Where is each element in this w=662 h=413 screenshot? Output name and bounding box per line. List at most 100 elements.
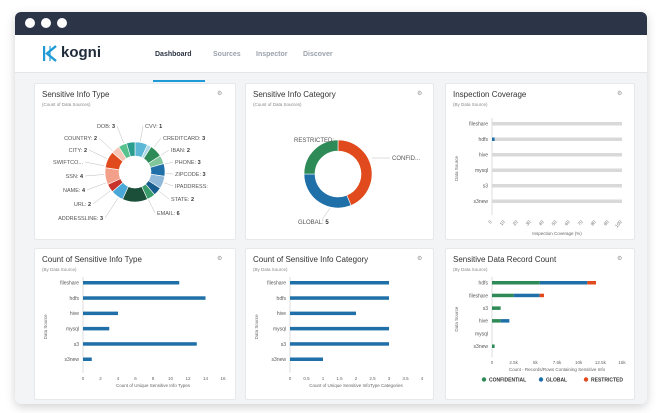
window-titlebar [15,12,647,35]
pie-leader-line [164,182,174,187]
gear-icon[interactable]: ⚙ [217,256,223,262]
bar-hive-confidential [492,319,501,323]
pie-label-global: GLOBAL: 5 [298,220,329,226]
card-subtitle: (By Data Source) [253,267,288,272]
browser-window: kogni Dashboard Sources Inspector Discov… [15,12,647,404]
tab-discover[interactable]: Discover [303,51,333,58]
x-tick-label: 5k [533,360,539,365]
bar-track [492,168,622,172]
gear-icon[interactable]: ⚙ [617,91,623,97]
legend-label-global: GLOBAL [546,377,567,383]
record-count-chart: hdfs fileshare s3 hive mysql s3new 0 2.5k 5k 7.5k… [454,277,626,383]
bar-hdfs [290,296,389,300]
y-axis-label: Data Source [454,155,459,181]
bar-track [492,184,622,188]
sensitive-info-type-chart: DOB: 3 CVV: 1 COUNTRY: 2 CREDITCARD: 3 CITY:… [53,124,208,222]
pie-label-value: 6 [177,211,180,217]
pie-label-ipaddress: IPADDRESS: [175,184,208,190]
card-title: Inspection Coverage [453,90,527,99]
y-tick-label-mysql: mysql [475,168,488,174]
card-title: Sensitive Data Record Count [453,255,557,264]
card-subtitle: (By Data Source) [453,102,488,107]
card-subtitle: (Count of Data Sources) [253,102,302,107]
bar-track [492,153,622,157]
pie-label-addressline: ADDRESSLINE: 3 [58,216,103,222]
pie-label-value: 2 [94,136,97,142]
pie-label-iban: IBAN: 2 [171,148,190,154]
legend-marker-confidential [481,377,487,382]
legend-marker-global [538,377,544,382]
legend-label-restricted: RESTRICTED [591,377,623,383]
pie-label-phone: PHONE: 3 [175,160,201,166]
y-tick-label-s3: s3 [281,342,287,348]
bar-hive-global [500,319,510,323]
y-tick-label-mysql: mysql [273,326,286,332]
y-tick-label-hive: hive [277,311,286,317]
bar-hdfs [492,137,495,141]
y-tick-label-hive: hive [479,319,488,325]
x-tick-label: 40 [538,219,545,226]
gear-icon[interactable]: ⚙ [417,256,423,262]
bar-s3 [290,342,389,346]
y-tick-label-s3new: s3new [474,199,489,205]
x-tick-label: 100 [614,219,623,228]
pie-label-swiftco: SWIFTCO... [53,160,83,166]
x-tick-label: 80 [590,219,597,226]
pie-label-value: 2 [191,197,194,203]
tab-dashboard[interactable]: Dashboard [155,51,192,58]
tab-sources[interactable]: Sources [213,51,241,58]
window-close-dot[interactable] [25,18,35,28]
bar-s3 [83,342,197,346]
pie-label-url: URL: 2 [74,202,91,208]
bar-hdfs-confidential [492,281,540,285]
x-tick-label: 60 [564,219,571,226]
y-tick-label-s3new: s3new [65,357,80,363]
bar-hive [290,311,356,316]
y-tick-label-s3: s3 [74,342,80,348]
pie-slice-country [126,141,136,158]
pie-leader-line [148,199,156,214]
y-tick-label-s3: s3 [483,306,489,312]
y-tick-label-hdfs: hdfs [277,296,287,302]
pie-leader-line [104,197,119,219]
x-tick-label: 0 [487,219,493,225]
x-axis-label: Count - Records/Rows Containing Sensitiv… [509,367,606,372]
sensitive-info-category-chart: RESTRICTED: CONFID... GLOBAL: 5 [294,138,420,226]
pie-label-dob: DOB: 3 [97,124,115,130]
pie-leader-line [86,182,107,191]
pie-label-value: 3 [112,124,115,130]
y-tick-label-hdfs: hdfs [479,281,489,287]
y-tick-label-s3new: s3new [272,357,287,363]
pie-slice-global [303,173,352,209]
pie-leader-line [321,207,331,221]
card-sensitive-info-type: Sensitive Info Type (Count of Data Sourc… [34,83,236,240]
gear-icon[interactable]: ⚙ [217,91,223,97]
x-tick-label: 7.5k [553,360,562,365]
bar-s3-confidential [492,306,501,310]
window-minimize-dot[interactable] [41,18,51,28]
y-tick-label-fileshare: fileshare [469,293,488,299]
x-tick-label: 0 [82,376,85,381]
x-tick-label: 2.5k [509,360,518,365]
x-tick-label: 2 [355,376,358,381]
card-title: Sensitive Info Type [42,90,110,99]
legend-marker-restricted [583,377,589,382]
pie-leader-line [331,139,335,143]
bar-hdfs-global [539,281,588,285]
x-tick-label: 0 [491,360,494,365]
bar-fileshare-global [513,293,540,298]
pie-leader-line [164,161,174,165]
tab-inspector[interactable]: Inspector [256,51,288,58]
x-tick-label: 30 [525,219,532,226]
window-maximize-dot[interactable] [57,18,67,28]
bar-mysql [290,326,389,331]
pie-label-country: COUNTRY: 2 [64,136,97,142]
y-axis-label: Data Source [254,314,259,340]
x-axis-label: Count of Unique Sensitive Info Types [116,383,191,388]
card-sensitive-record-count: Sensitive Data Record Count (By Data Sou… [445,248,635,400]
gear-icon[interactable]: ⚙ [617,256,623,262]
pie-leader-line [92,190,111,205]
gear-icon[interactable]: ⚙ [417,91,423,97]
count-info-type-chart: fileshare hdfs hive mysql s3 s3new 0 2 4 6 8 10 12 14… [43,277,226,388]
pie-label-restricted: RESTRICTED: [294,138,334,144]
